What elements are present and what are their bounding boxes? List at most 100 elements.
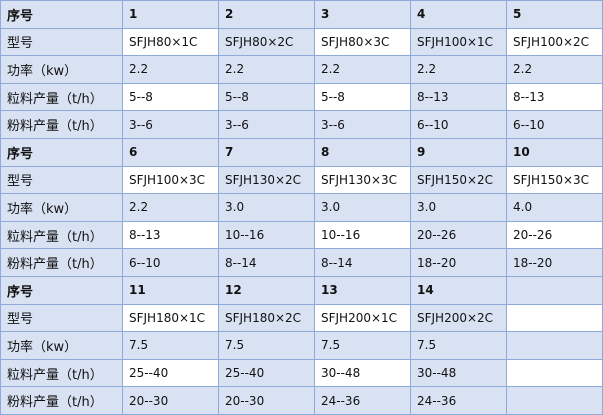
row-label: 功率（kw） — [0, 193, 123, 222]
value-cell: 3--6 — [218, 110, 315, 139]
value-cell: 24--36 — [314, 386, 411, 415]
value-cell — [506, 303, 603, 333]
header-label: 序号 — [0, 137, 123, 167]
value-cell: 8--13 — [410, 82, 507, 112]
value-cell: 10--16 — [218, 220, 315, 250]
value-cell: 2.2 — [314, 55, 411, 84]
value-cell: 8--13 — [122, 220, 219, 250]
header-row: 序号 1 2 3 4 5 — [0, 0, 603, 29]
value-cell: 4.0 — [506, 193, 603, 222]
value-cell: 3--6 — [314, 110, 411, 139]
value-cell: 25--40 — [122, 358, 219, 388]
value-cell: 18--20 — [410, 248, 507, 277]
value-cell: SFJH80×2C — [218, 27, 315, 57]
value-cell: 25--40 — [218, 358, 315, 388]
header-label: 序号 — [0, 0, 123, 29]
id-cell: 10 — [506, 137, 603, 167]
value-cell: SFJH200×1C — [314, 303, 411, 333]
table-row: 型号 SFJH100×3C SFJH130×2C SFJH130×3C SFJH150×… — [0, 165, 603, 195]
value-cell: 2.2 — [410, 55, 507, 84]
id-cell: 2 — [218, 0, 315, 29]
row-label: 粒料产量（t/h） — [0, 358, 123, 388]
row-label: 粒料产量（t/h） — [0, 82, 123, 112]
value-cell: SFJH80×1C — [122, 27, 219, 57]
value-cell — [506, 358, 603, 388]
table-row: 粒料产量（t/h） 5--8 5--8 5--8 8--13 8--13 — [0, 82, 603, 112]
value-cell: 20--26 — [506, 220, 603, 250]
value-cell: 30--48 — [410, 358, 507, 388]
value-cell: 30--48 — [314, 358, 411, 388]
value-cell: 20--26 — [410, 220, 507, 250]
value-cell: 3.0 — [218, 193, 315, 222]
id-cell: 11 — [122, 275, 219, 305]
id-cell: 13 — [314, 275, 411, 305]
row-label: 型号 — [0, 165, 123, 195]
id-cell: 8 — [314, 137, 411, 167]
value-cell: 3--6 — [122, 110, 219, 139]
value-cell: 5--8 — [122, 82, 219, 112]
value-cell: 2.2 — [218, 55, 315, 84]
value-cell: SFJH130×3C — [314, 165, 411, 195]
table-row: 粉料产量（t/h） 6--10 8--14 8--14 18--20 18--20 — [0, 248, 603, 277]
value-cell: 5--8 — [218, 82, 315, 112]
value-cell: 3.0 — [314, 193, 411, 222]
value-cell: 2.2 — [122, 193, 219, 222]
row-label: 粒料产量（t/h） — [0, 220, 123, 250]
id-cell: 9 — [410, 137, 507, 167]
value-cell: 8--14 — [218, 248, 315, 277]
value-cell: SFJH180×2C — [218, 303, 315, 333]
row-label: 功率（kw） — [0, 55, 123, 84]
header-label: 序号 — [0, 275, 123, 305]
value-cell: 18--20 — [506, 248, 603, 277]
id-cell: 1 — [122, 0, 219, 29]
id-cell — [506, 275, 603, 305]
value-cell: SFJH80×3C — [314, 27, 411, 57]
value-cell: SFJH150×3C — [506, 165, 603, 195]
value-cell: SFJH100×3C — [122, 165, 219, 195]
id-cell: 7 — [218, 137, 315, 167]
table-row: 功率（kw） 2.2 2.2 2.2 2.2 2.2 — [0, 55, 603, 84]
row-label: 粉料产量（t/h） — [0, 386, 123, 415]
table-row: 功率（kw） 2.2 3.0 3.0 3.0 4.0 — [0, 193, 603, 222]
value-cell: 2.2 — [122, 55, 219, 84]
value-cell: 7.5 — [122, 331, 219, 360]
value-cell: 20--30 — [218, 386, 315, 415]
row-label: 粉料产量（t/h） — [0, 110, 123, 139]
id-cell: 6 — [122, 137, 219, 167]
value-cell: SFJH100×2C — [506, 27, 603, 57]
value-cell: 20--30 — [122, 386, 219, 415]
value-cell: SFJH130×2C — [218, 165, 315, 195]
id-cell: 4 — [410, 0, 507, 29]
value-cell: 8--14 — [314, 248, 411, 277]
value-cell: 5--8 — [314, 82, 411, 112]
table-row: 功率（kw） 7.5 7.5 7.5 7.5 — [0, 331, 603, 360]
id-cell: 14 — [410, 275, 507, 305]
value-cell: 8--13 — [506, 82, 603, 112]
row-label: 功率（kw） — [0, 331, 123, 360]
header-row: 序号 11 12 13 14 — [0, 275, 603, 305]
row-label: 粉料产量（t/h） — [0, 248, 123, 277]
value-cell: SFJH150×2C — [410, 165, 507, 195]
value-cell: SFJH200×2C — [410, 303, 507, 333]
value-cell: SFJH100×1C — [410, 27, 507, 57]
value-cell: 6--10 — [506, 110, 603, 139]
value-cell: 10--16 — [314, 220, 411, 250]
value-cell: 3.0 — [410, 193, 507, 222]
table-row: 粉料产量（t/h） 3--6 3--6 3--6 6--10 6--10 — [0, 110, 603, 139]
row-label: 型号 — [0, 27, 123, 57]
table-row: 型号 SFJH180×1C SFJH180×2C SFJH200×1C SFJH200×… — [0, 303, 603, 333]
value-cell: 6--10 — [122, 248, 219, 277]
id-cell: 5 — [506, 0, 603, 29]
value-cell — [506, 386, 603, 415]
value-cell: 6--10 — [410, 110, 507, 139]
value-cell: SFJH180×1C — [122, 303, 219, 333]
value-cell: 7.5 — [218, 331, 315, 360]
table-row: 粒料产量（t/h） 25--40 25--40 30--48 30--48 — [0, 358, 603, 388]
row-label: 型号 — [0, 303, 123, 333]
value-cell — [506, 331, 603, 360]
table-row: 型号 SFJH80×1C SFJH80×2C SFJH80×3C SFJH100×1C S… — [0, 27, 603, 57]
header-row: 序号 6 7 8 9 10 — [0, 137, 603, 167]
id-cell: 12 — [218, 275, 315, 305]
value-cell: 7.5 — [410, 331, 507, 360]
